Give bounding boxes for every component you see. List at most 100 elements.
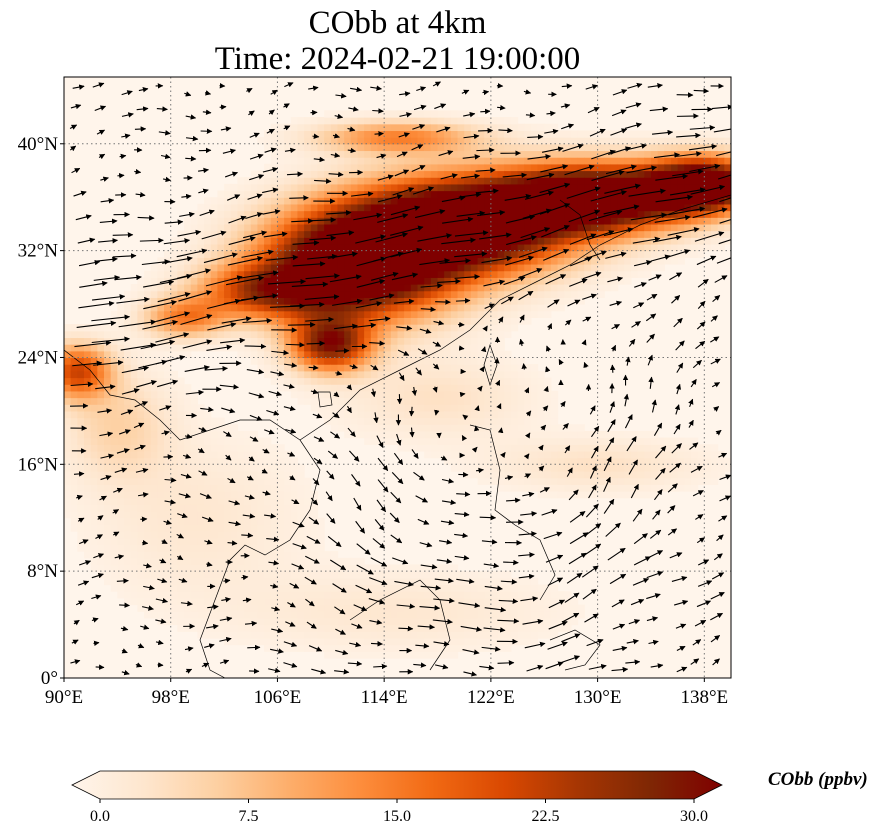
heatmap-cell [584, 217, 592, 225]
heatmap-cell [510, 150, 519, 158]
heatmap-cell [237, 270, 245, 278]
heatmap-cell [204, 344, 212, 352]
heatmap-cell [130, 491, 138, 499]
heatmap-cell [504, 163, 512, 172]
heatmap-cell [244, 470, 252, 479]
heatmap-cell [370, 170, 379, 178]
heatmap-cell [217, 203, 225, 212]
heatmap-cell [637, 270, 645, 278]
heatmap-cell [70, 417, 78, 425]
heatmap-cell [177, 597, 185, 606]
heatmap-cell [210, 491, 219, 499]
heatmap-cell [250, 350, 259, 359]
heatmap-cell [310, 531, 319, 539]
heatmap-cell [197, 470, 205, 479]
heatmap-cell [370, 424, 379, 432]
heatmap-cell [137, 604, 145, 612]
heatmap-cell [444, 577, 452, 586]
heatmap-cell [197, 310, 205, 318]
heatmap-cell [450, 611, 459, 619]
heatmap-cell [637, 130, 645, 138]
heatmap-cell [404, 203, 412, 212]
heatmap-cell [297, 397, 305, 405]
heatmap-cell [377, 203, 385, 212]
heatmap-cell [204, 464, 212, 472]
heatmap-cell [197, 591, 205, 599]
heatmap-cell [677, 444, 685, 452]
heatmap-cell [230, 203, 239, 212]
heatmap-cell [124, 304, 132, 312]
heatmap-cell [390, 364, 399, 372]
heatmap-cell [410, 137, 419, 145]
heatmap-cell [550, 277, 559, 285]
heatmap-cell [97, 330, 105, 339]
heatmap-cell [290, 123, 299, 132]
heatmap-cell [357, 223, 365, 232]
heatmap-cell [317, 531, 325, 539]
heatmap-cell [410, 651, 419, 659]
heatmap-cell [464, 364, 472, 372]
heatmap-cell [370, 190, 379, 198]
heatmap-cell [630, 137, 639, 145]
heatmap-cell [604, 183, 612, 192]
heatmap-cell [77, 444, 85, 452]
heatmap-cell [237, 263, 245, 272]
heatmap-cell [604, 464, 612, 472]
heatmap-cell [117, 430, 125, 439]
heatmap-cell [237, 504, 245, 512]
heatmap-cell [650, 250, 659, 258]
heatmap-cell [557, 591, 565, 599]
heatmap-cell [317, 591, 325, 599]
heatmap-cell [377, 364, 385, 372]
heatmap-cell [450, 190, 459, 198]
heatmap-cell [477, 470, 485, 479]
heatmap-cell [164, 504, 172, 512]
heatmap-cell [350, 397, 359, 405]
heatmap-cell [344, 611, 352, 619]
heatmap-cell [377, 577, 385, 586]
heatmap-cell [484, 370, 492, 379]
heatmap-cell [404, 397, 412, 405]
heatmap-cell [470, 571, 479, 579]
heatmap-cell [550, 237, 559, 245]
heatmap-cell [324, 637, 332, 646]
heatmap-cell [110, 410, 118, 419]
heatmap-cell [577, 210, 585, 218]
heatmap-cell [510, 584, 519, 592]
heatmap-cell [424, 350, 432, 359]
heatmap-cell [210, 511, 219, 519]
heatmap-cell [530, 310, 539, 318]
heatmap-cell [564, 190, 572, 198]
heatmap-cell [317, 210, 325, 218]
heatmap-cell [424, 237, 432, 245]
heatmap-cell [417, 157, 425, 165]
heatmap-cell [190, 330, 198, 339]
heatmap-cell [170, 577, 178, 586]
heatmap-cell [577, 197, 585, 205]
heatmap-cell [77, 377, 85, 385]
heatmap-cell [244, 517, 252, 526]
heatmap-cell [170, 397, 178, 405]
heatmap-cell [157, 277, 165, 285]
heatmap-cell [617, 263, 625, 272]
heatmap-cell [464, 444, 472, 452]
heatmap-cell [544, 611, 552, 619]
heatmap-cell [84, 417, 92, 425]
heatmap-cell [350, 557, 359, 566]
heatmap-cell [497, 290, 505, 298]
heatmap-cell [284, 624, 292, 632]
heatmap-cell [577, 277, 585, 285]
heatmap-cell [464, 284, 472, 292]
heatmap-cell [270, 177, 279, 185]
heatmap-cell [77, 511, 85, 519]
heatmap-cell [537, 150, 545, 158]
heatmap-cell [404, 217, 412, 225]
heatmap-cell [137, 457, 145, 465]
heatmap-cell [210, 497, 219, 505]
heatmap-cell [264, 591, 272, 599]
heatmap-cell [677, 470, 685, 479]
heatmap-cell [270, 190, 279, 198]
heatmap-cell [277, 337, 285, 345]
heatmap-cell [390, 430, 399, 439]
heatmap-cell [577, 257, 585, 265]
